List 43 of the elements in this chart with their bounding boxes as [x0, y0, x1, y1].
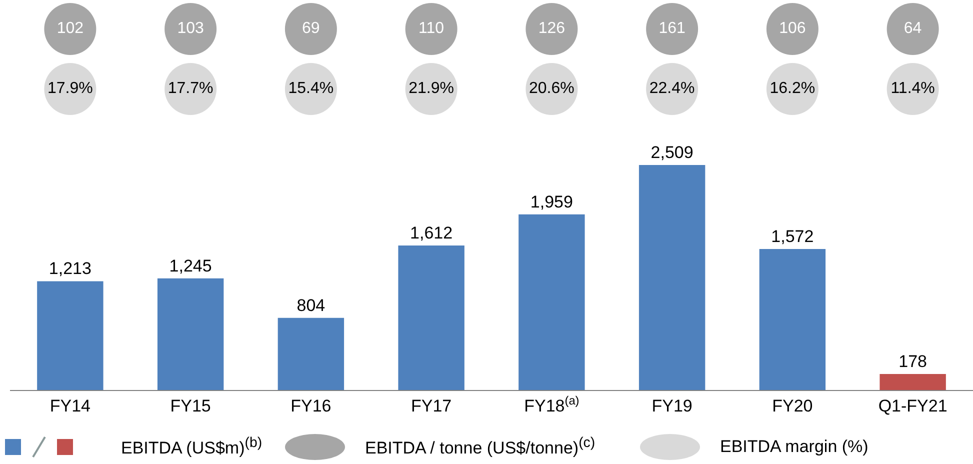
- data-label: 102: [56, 20, 84, 37]
- data-label: 22.4%: [649, 80, 695, 97]
- data-label: 11.4%: [890, 80, 935, 97]
- data-label: 1,245: [169, 256, 212, 276]
- data-label: 2,509: [650, 143, 694, 162]
- data-label: 64: [904, 20, 922, 37]
- bar: [398, 245, 464, 390]
- text: EBITDA (US$m)$^{(b)}$: [121, 435, 262, 459]
- x-tick-label: FY17: [410, 396, 452, 416]
- data-label: 178: [898, 352, 928, 372]
- bar: [880, 374, 946, 390]
- bar: [157, 278, 224, 390]
- data-label: 1,213: [48, 259, 92, 278]
- x-tick-label: FY20: [772, 396, 813, 416]
- bar: [518, 214, 585, 390]
- data-label: 106: [779, 20, 806, 37]
- x-tick-label: FY18$^{(a)}$: [524, 393, 580, 416]
- bar: [37, 281, 104, 390]
- x-tick-label: Q1-FY21: [878, 396, 948, 416]
- x-tick-label: FY16: [290, 396, 332, 416]
- bar: [638, 165, 706, 390]
- data-label: 1,572: [771, 227, 814, 246]
- data-label: 69: [302, 20, 320, 37]
- x-tick-label: FY15: [170, 396, 211, 416]
- bar: [759, 249, 826, 390]
- data-label: 103: [177, 20, 204, 37]
- data-label: 110: [418, 20, 444, 37]
- bar: [278, 318, 344, 390]
- data-label: 21.9%: [408, 80, 454, 97]
- data-label: 1,612: [410, 223, 453, 242]
- data-label: 15.4%: [288, 80, 334, 97]
- data-label: 16.2%: [770, 80, 816, 97]
- legend-label: EBITDA margin (%): [720, 437, 868, 457]
- x-tick-label: FY19: [652, 396, 692, 416]
- legend-label: EBITDA / tonne (US$/tonne)$^{(c)}$: [365, 435, 596, 459]
- data-label: 20.6%: [529, 80, 574, 97]
- data-label: 17.9%: [48, 80, 93, 97]
- data-label: 1,959: [530, 192, 573, 212]
- data-label: 161: [658, 20, 686, 37]
- data-label: 17.7%: [168, 80, 214, 97]
- data-label: 126: [538, 20, 566, 37]
- x-tick-label: FY14: [50, 396, 91, 416]
- data-label: 804: [296, 296, 326, 315]
